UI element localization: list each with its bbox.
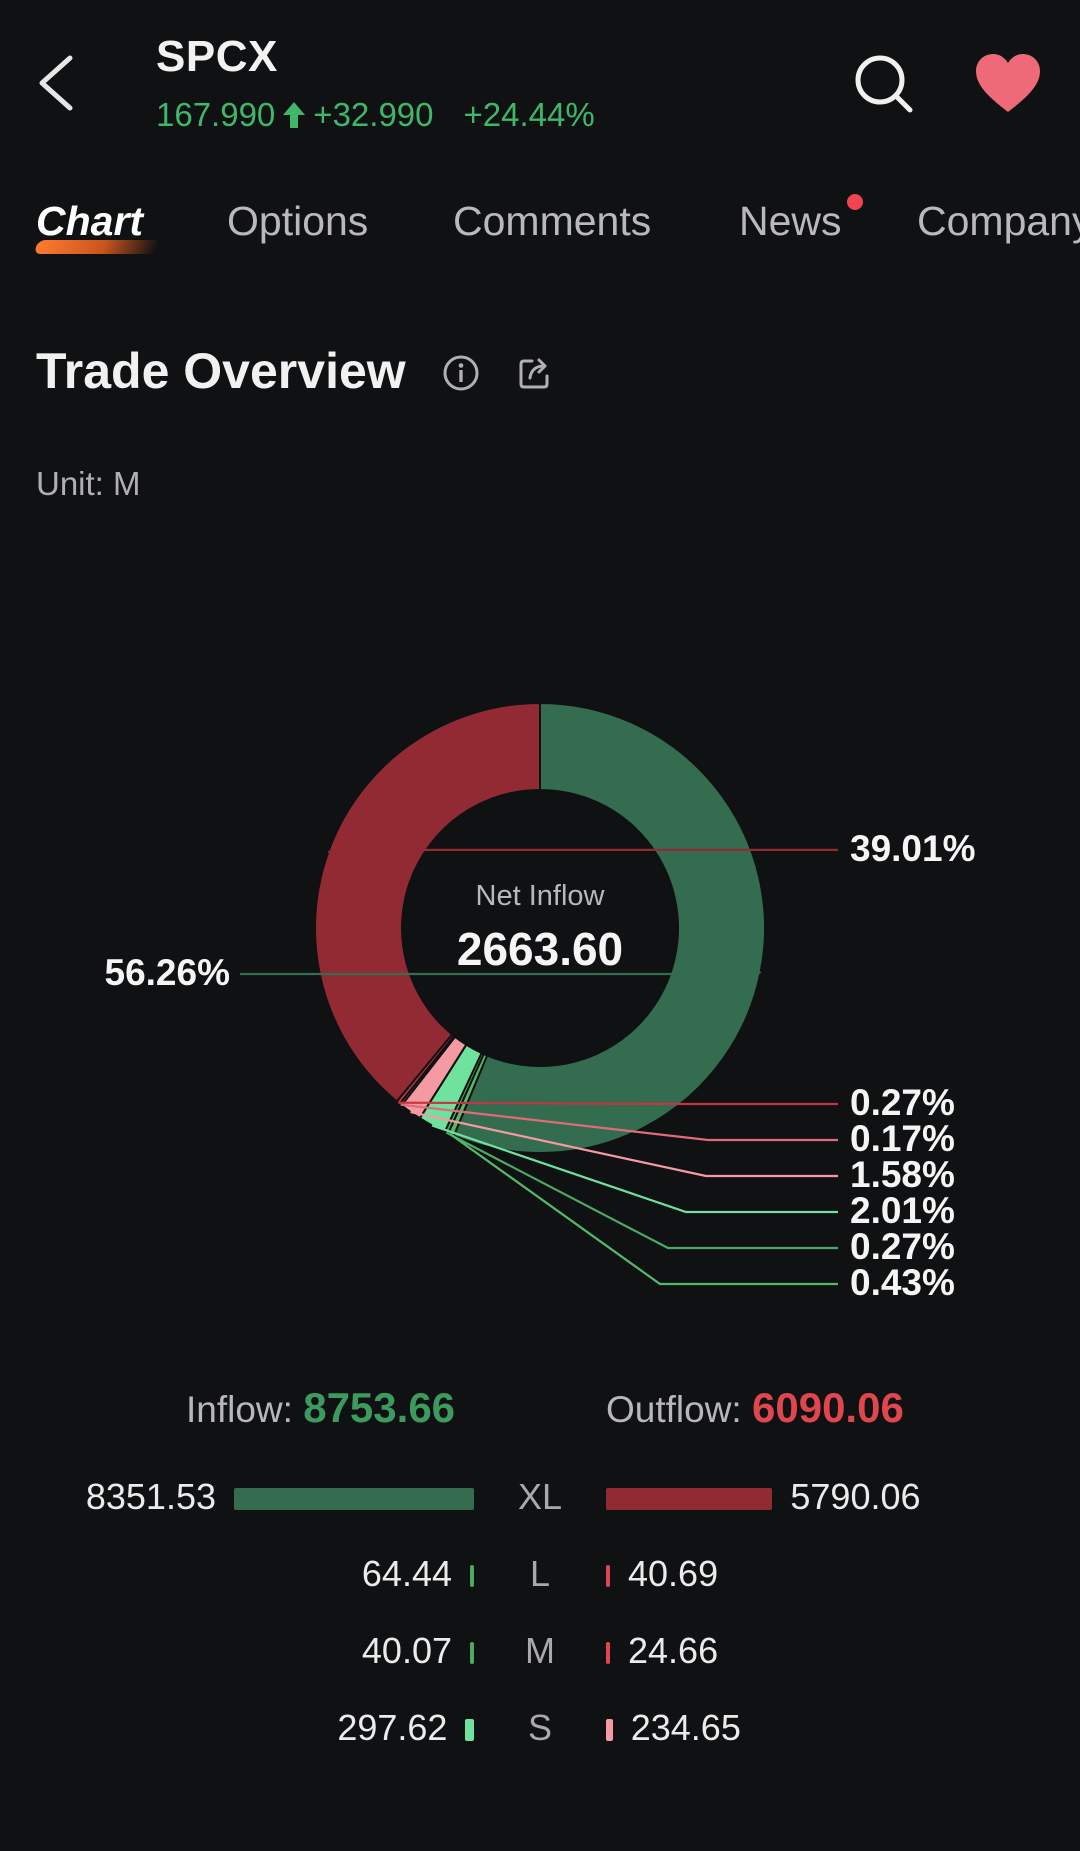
order-size-category: M [525,1630,555,1671]
leader-line [431,1124,838,1214]
slice-percent-label: 56.26% [104,951,231,993]
slice-percent-label: 2.01% [850,1190,955,1231]
price-change: +32.990 [313,96,434,133]
news-notification-dot [847,194,863,210]
slice-percent-label: 39.01% [850,827,976,869]
back-arrow-icon[interactable] [34,52,80,114]
leader-line [240,970,762,976]
inflow-amount: 64.44 [361,1553,452,1594]
inflow-bar [465,1719,474,1741]
price: 167.990 [156,96,276,133]
up-arrow-icon [283,102,306,128]
active-tab-indicator [33,240,161,254]
share-icon[interactable] [516,354,554,392]
section-title: Trade Overview [36,343,406,399]
favorite-heart-icon[interactable] [972,52,1044,116]
leader-line [400,1103,838,1142]
tab-bar: Chart Options Comments News Company [0,198,1080,268]
inflow-amount: 40.07 [361,1630,452,1671]
outflow-bar [606,1488,773,1510]
order-size-category: XL [517,1476,563,1517]
leader-line [410,1110,838,1178]
slice-percent-label: 0.27% [850,1082,955,1123]
slice-percent-label: 1.58% [850,1154,955,1195]
inflow-amount: 8351.53 [85,1476,216,1517]
flow-row-s: 297.62 S 234.65 [0,1707,1080,1767]
unit-label: Unit: M [36,465,141,502]
slice-percent-label: 0.17% [850,1118,955,1159]
ticker-symbol: SPCX [156,32,278,81]
outflow-bar [606,1565,610,1587]
tab-news[interactable]: News [739,198,842,244]
flow-row-xl: 8351.53 XL 5790.06 [0,1476,1080,1536]
inflow-bar [470,1565,474,1587]
leader-line [398,1101,838,1106]
tab-chart[interactable]: Chart [36,198,144,244]
donut-slice [452,701,766,1154]
price-change-pct: +24.44% [463,96,595,133]
flow-row-l: 64.44 L 40.69 [0,1553,1080,1613]
slice-percent-label: 0.27% [850,1226,955,1267]
inflow-value: 8753.66 [303,1384,456,1431]
inflow-bar [470,1642,474,1664]
outflow-amount: 24.66 [628,1630,719,1671]
tab-company[interactable]: Company [917,198,1080,244]
inflow-bar [234,1488,474,1510]
inflow-label: Inflow: [186,1389,293,1430]
slice-percent-label: 0.43% [850,1262,955,1303]
outflow-total: Outflow: 6090.06 [606,1384,904,1432]
quote-line: 167.990 +32.990 +24.44% [156,96,595,134]
tab-options[interactable]: Options [227,198,369,244]
net-inflow-value: 2663.60 [456,923,624,975]
leader-line [328,848,838,853]
net-inflow-label: Net Inflow [475,880,605,912]
donut-slice [314,701,541,1103]
outflow-bar [606,1642,610,1664]
info-icon[interactable] [442,354,480,392]
search-icon[interactable] [852,52,916,116]
outflow-amount: 40.69 [628,1553,719,1594]
outflow-label: Outflow: [606,1389,742,1430]
outflow-bar [606,1719,613,1741]
inflow-total: Inflow: 8753.66 [186,1384,455,1432]
flow-row-m: 40.07 M 24.66 [0,1630,1080,1690]
outflow-amount: 234.65 [630,1707,741,1748]
outflow-amount: 5790.06 [790,1476,921,1517]
order-size-category: L [529,1553,551,1594]
leader-line [450,1133,838,1286]
outflow-value: 6090.06 [752,1384,904,1431]
stock-header: SPCX 167.990 +32.990 +24.44% [0,0,1080,150]
tab-comments[interactable]: Comments [453,198,652,244]
inflow-amount: 297.62 [337,1707,448,1748]
order-size-category: S [527,1707,552,1748]
capital-flow-donut-chart [240,701,838,1286]
leader-line [445,1131,838,1250]
